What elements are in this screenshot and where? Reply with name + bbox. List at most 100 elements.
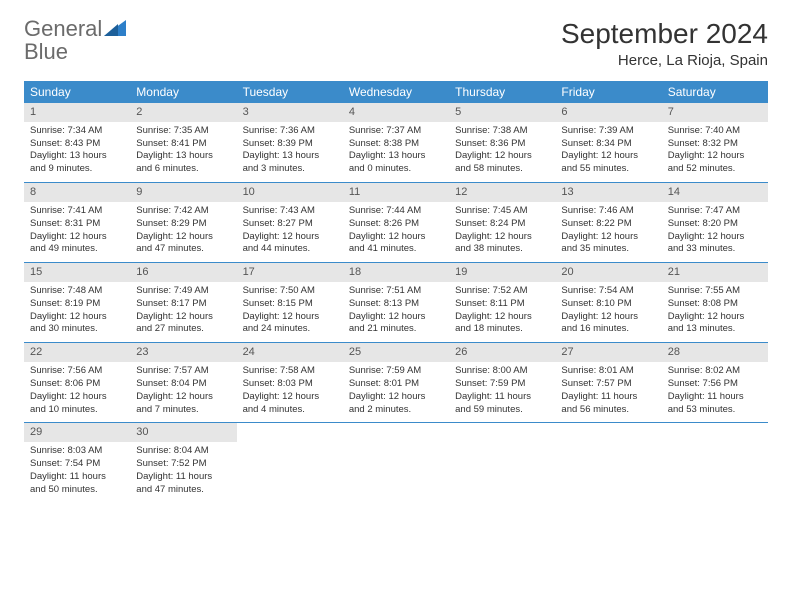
- daylight-line: Daylight: 13 hours and 9 minutes.: [30, 150, 124, 176]
- sunset-line: Sunset: 8:04 PM: [136, 378, 230, 391]
- daylight-line: Daylight: 12 hours and 58 minutes.: [455, 150, 549, 176]
- calendar-day: 24Sunrise: 7:58 AMSunset: 8:03 PMDayligh…: [237, 343, 343, 422]
- calendar-day: 28Sunrise: 8:02 AMSunset: 7:56 PMDayligh…: [662, 343, 768, 422]
- day-number: 15: [24, 263, 130, 282]
- daylight-line: Daylight: 12 hours and 4 minutes.: [243, 391, 337, 417]
- daylight-line: Daylight: 12 hours and 24 minutes.: [243, 311, 337, 337]
- calendar-day: 7Sunrise: 7:40 AMSunset: 8:32 PMDaylight…: [662, 103, 768, 182]
- day-body: Sunrise: 7:42 AMSunset: 8:29 PMDaylight:…: [130, 202, 236, 262]
- calendar-day: 26Sunrise: 8:00 AMSunset: 7:59 PMDayligh…: [449, 343, 555, 422]
- daylight-line: Daylight: 13 hours and 6 minutes.: [136, 150, 230, 176]
- sunset-line: Sunset: 8:26 PM: [349, 218, 443, 231]
- page-header: General Blue September 2024 Herce, La Ri…: [24, 18, 768, 69]
- weekday-header: Monday: [130, 81, 236, 103]
- sunset-line: Sunset: 8:38 PM: [349, 138, 443, 151]
- title-block: September 2024 Herce, La Rioja, Spain: [561, 18, 768, 69]
- sail-icon: [104, 18, 126, 36]
- weekday-header: Saturday: [662, 81, 768, 103]
- sunset-line: Sunset: 7:56 PM: [668, 378, 762, 391]
- sunrise-line: Sunrise: 7:56 AM: [30, 365, 124, 378]
- sunrise-line: Sunrise: 7:41 AM: [30, 205, 124, 218]
- logo: General Blue: [24, 18, 126, 64]
- day-body: Sunrise: 7:47 AMSunset: 8:20 PMDaylight:…: [662, 202, 768, 262]
- sunset-line: Sunset: 8:17 PM: [136, 298, 230, 311]
- day-number: 18: [343, 263, 449, 282]
- sunrise-line: Sunrise: 7:37 AM: [349, 125, 443, 138]
- daylight-line: Daylight: 12 hours and 10 minutes.: [30, 391, 124, 417]
- sunrise-line: Sunrise: 7:52 AM: [455, 285, 549, 298]
- calendar-day: 11Sunrise: 7:44 AMSunset: 8:26 PMDayligh…: [343, 183, 449, 262]
- sunset-line: Sunset: 8:36 PM: [455, 138, 549, 151]
- sunrise-line: Sunrise: 7:38 AM: [455, 125, 549, 138]
- calendar-day: 5Sunrise: 7:38 AMSunset: 8:36 PMDaylight…: [449, 103, 555, 182]
- calendar-day: 20Sunrise: 7:54 AMSunset: 8:10 PMDayligh…: [555, 263, 661, 342]
- daylight-line: Daylight: 13 hours and 3 minutes.: [243, 150, 337, 176]
- calendar-day-empty: [555, 423, 661, 502]
- sunrise-line: Sunrise: 7:44 AM: [349, 205, 443, 218]
- sunrise-line: Sunrise: 7:34 AM: [30, 125, 124, 138]
- sunset-line: Sunset: 8:31 PM: [30, 218, 124, 231]
- day-body: Sunrise: 7:38 AMSunset: 8:36 PMDaylight:…: [449, 122, 555, 182]
- daylight-line: Daylight: 12 hours and 35 minutes.: [561, 231, 655, 257]
- calendar-day: 23Sunrise: 7:57 AMSunset: 8:04 PMDayligh…: [130, 343, 236, 422]
- sunset-line: Sunset: 8:20 PM: [668, 218, 762, 231]
- calendar: Sunday Monday Tuesday Wednesday Thursday…: [24, 81, 768, 502]
- day-number: 17: [237, 263, 343, 282]
- day-number: 24: [237, 343, 343, 362]
- day-body: Sunrise: 7:54 AMSunset: 8:10 PMDaylight:…: [555, 282, 661, 342]
- day-body: Sunrise: 8:04 AMSunset: 7:52 PMDaylight:…: [130, 442, 236, 502]
- sunrise-line: Sunrise: 8:04 AM: [136, 445, 230, 458]
- sunset-line: Sunset: 7:52 PM: [136, 458, 230, 471]
- weekday-header: Thursday: [449, 81, 555, 103]
- daylight-line: Daylight: 11 hours and 47 minutes.: [136, 471, 230, 497]
- calendar-day: 10Sunrise: 7:43 AMSunset: 8:27 PMDayligh…: [237, 183, 343, 262]
- calendar-day-empty: [343, 423, 449, 502]
- sunset-line: Sunset: 8:11 PM: [455, 298, 549, 311]
- weekday-header: Sunday: [24, 81, 130, 103]
- calendar-day: 29Sunrise: 8:03 AMSunset: 7:54 PMDayligh…: [24, 423, 130, 502]
- daylight-line: Daylight: 12 hours and 16 minutes.: [561, 311, 655, 337]
- day-number: 28: [662, 343, 768, 362]
- daylight-line: Daylight: 12 hours and 47 minutes.: [136, 231, 230, 257]
- calendar-day: 3Sunrise: 7:36 AMSunset: 8:39 PMDaylight…: [237, 103, 343, 182]
- day-number: 27: [555, 343, 661, 362]
- day-number: 19: [449, 263, 555, 282]
- sunset-line: Sunset: 8:15 PM: [243, 298, 337, 311]
- calendar-day-empty: [449, 423, 555, 502]
- day-body: Sunrise: 7:55 AMSunset: 8:08 PMDaylight:…: [662, 282, 768, 342]
- day-number: 21: [662, 263, 768, 282]
- sunset-line: Sunset: 8:41 PM: [136, 138, 230, 151]
- calendar-week: 15Sunrise: 7:48 AMSunset: 8:19 PMDayligh…: [24, 263, 768, 343]
- calendar-day: 2Sunrise: 7:35 AMSunset: 8:41 PMDaylight…: [130, 103, 236, 182]
- daylight-line: Daylight: 12 hours and 33 minutes.: [668, 231, 762, 257]
- sunset-line: Sunset: 8:22 PM: [561, 218, 655, 231]
- sunrise-line: Sunrise: 7:40 AM: [668, 125, 762, 138]
- logo-word2: Blue: [24, 39, 68, 64]
- day-body: Sunrise: 7:36 AMSunset: 8:39 PMDaylight:…: [237, 122, 343, 182]
- day-number: 23: [130, 343, 236, 362]
- sunrise-line: Sunrise: 7:47 AM: [668, 205, 762, 218]
- weekday-header: Friday: [555, 81, 661, 103]
- logo-word1: General: [24, 16, 102, 41]
- day-number: 13: [555, 183, 661, 202]
- daylight-line: Daylight: 12 hours and 52 minutes.: [668, 150, 762, 176]
- sunrise-line: Sunrise: 7:36 AM: [243, 125, 337, 138]
- calendar-day: 18Sunrise: 7:51 AMSunset: 8:13 PMDayligh…: [343, 263, 449, 342]
- calendar-week: 1Sunrise: 7:34 AMSunset: 8:43 PMDaylight…: [24, 103, 768, 183]
- daylight-line: Daylight: 12 hours and 2 minutes.: [349, 391, 443, 417]
- calendar-week: 22Sunrise: 7:56 AMSunset: 8:06 PMDayligh…: [24, 343, 768, 423]
- day-number: 29: [24, 423, 130, 442]
- daylight-line: Daylight: 12 hours and 30 minutes.: [30, 311, 124, 337]
- day-number: 3: [237, 103, 343, 122]
- daylight-line: Daylight: 12 hours and 27 minutes.: [136, 311, 230, 337]
- daylight-line: Daylight: 12 hours and 21 minutes.: [349, 311, 443, 337]
- day-body: Sunrise: 8:00 AMSunset: 7:59 PMDaylight:…: [449, 362, 555, 422]
- day-body: Sunrise: 7:57 AMSunset: 8:04 PMDaylight:…: [130, 362, 236, 422]
- daylight-line: Daylight: 11 hours and 50 minutes.: [30, 471, 124, 497]
- day-body: Sunrise: 8:03 AMSunset: 7:54 PMDaylight:…: [24, 442, 130, 502]
- day-number: 12: [449, 183, 555, 202]
- day-body: Sunrise: 7:50 AMSunset: 8:15 PMDaylight:…: [237, 282, 343, 342]
- sunset-line: Sunset: 8:06 PM: [30, 378, 124, 391]
- weeks-container: 1Sunrise: 7:34 AMSunset: 8:43 PMDaylight…: [24, 103, 768, 502]
- daylight-line: Daylight: 11 hours and 56 minutes.: [561, 391, 655, 417]
